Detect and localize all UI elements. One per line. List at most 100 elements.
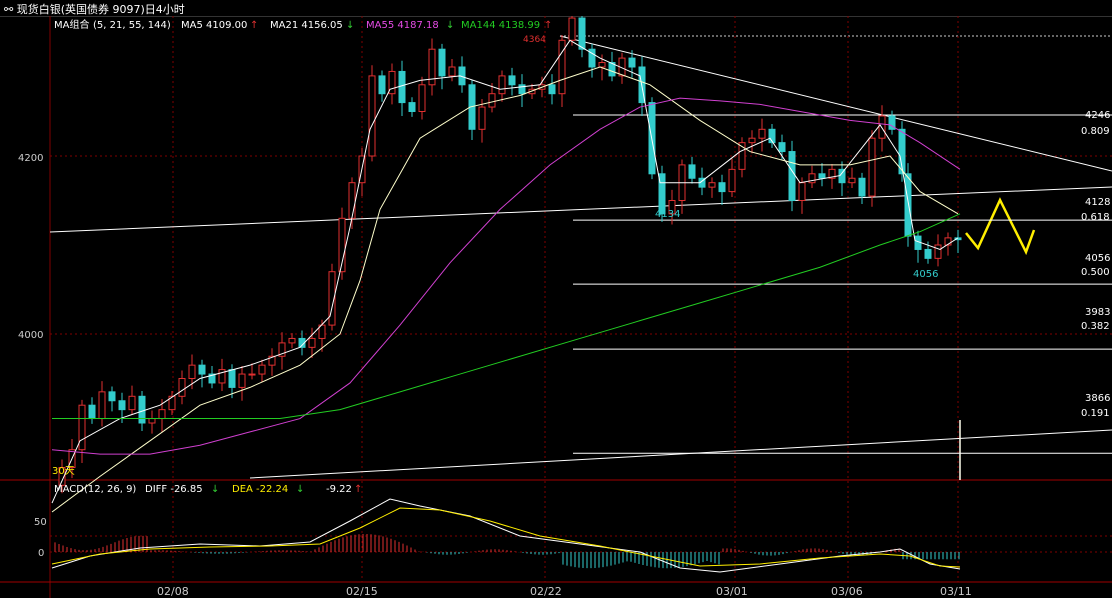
macd-value: -9.22 (326, 484, 352, 495)
candle-body (778, 142, 786, 153)
candle-body (598, 62, 606, 68)
macd-y-tick-50: 50 (34, 517, 47, 528)
fib-price-0382: 3983 (1085, 307, 1110, 318)
ma144-readout: MA144 4138.99 (461, 20, 540, 31)
candle-body (728, 168, 736, 193)
candle-body (198, 364, 206, 375)
ma55-line (51, 97, 961, 455)
candle-body (338, 217, 346, 273)
candle-body (208, 373, 216, 384)
ma55-readout: MA55 4187.18 (366, 20, 439, 31)
candle-body (578, 17, 586, 50)
period-label: 30天 (52, 466, 75, 477)
fib-ratio-0618: 0.618 (1081, 212, 1110, 223)
ma5-arrow: ↑ (250, 20, 258, 31)
candle-body (658, 173, 666, 215)
candle-body (288, 337, 296, 344)
candle-body (924, 248, 932, 259)
candle-body (904, 173, 912, 237)
projection-zigzag (965, 197, 1036, 256)
candle-body (628, 57, 636, 68)
ma144-arrow: ↑ (544, 20, 552, 31)
ma21-readout: MA21 4156.05 (270, 20, 343, 31)
candle-body (428, 48, 436, 86)
fib-price-0191: 3866 (1085, 393, 1110, 404)
candle-body (238, 373, 246, 388)
candle-body (98, 391, 106, 420)
ma55-arrow: ↓ (446, 20, 454, 31)
candle-body (518, 84, 526, 95)
descending-trendline (559, 35, 1112, 172)
candle-body (278, 342, 286, 357)
candle-body (348, 182, 356, 219)
candle-body (738, 142, 746, 170)
candle-body (118, 400, 126, 411)
candle-body (808, 173, 816, 184)
fib-ratio-0382: 0.382 (1081, 321, 1110, 332)
ma-lines (51, 39, 961, 513)
candle-body (898, 128, 906, 175)
support-trendline (49, 186, 1112, 233)
candle-body (138, 395, 146, 424)
candle-body (548, 84, 556, 95)
peak-label: 4364 (523, 35, 546, 45)
candle-body (768, 128, 776, 144)
x-label-0301: 03/01 (716, 585, 748, 598)
candle-body (228, 369, 236, 388)
chart-canvas: MA组合 (5, 21, 55, 144) MA5 4109.00 ↑ MA21… (0, 16, 1112, 598)
candle-body (108, 391, 116, 402)
x-label-0215: 02/15 (346, 585, 378, 598)
candle-body (188, 364, 196, 379)
candle-body (508, 75, 516, 86)
candle-body (944, 237, 952, 246)
diff-label: DIFF -26.85 (145, 484, 203, 495)
low-label-2: 4056 (913, 269, 938, 280)
candle-body (588, 48, 596, 68)
candle-body (828, 168, 836, 179)
trend-lines (49, 35, 1112, 480)
candle-body (788, 151, 796, 202)
candle-body (718, 182, 726, 193)
ma144-line (52, 213, 961, 420)
x-label-0222: 02/22 (530, 585, 562, 598)
candle-body (158, 409, 166, 420)
candle-body (798, 182, 806, 201)
ma5-line (51, 39, 959, 504)
indicator-params: (5, 21, 55, 144) (93, 20, 171, 31)
dea-line (51, 507, 961, 568)
macd-y-tick-0: 0 (38, 548, 44, 559)
x-label-0311: 03/11 (940, 585, 972, 598)
candle-body (488, 93, 496, 108)
candle-body (378, 75, 386, 95)
diff-line (51, 498, 961, 573)
fib-price-0618: 4128 (1085, 197, 1110, 208)
candle-body (498, 75, 506, 95)
candle-body (168, 395, 176, 411)
fib-lines (573, 114, 1112, 454)
candle-body (218, 369, 226, 384)
macd-arrow: ↑ (354, 484, 362, 495)
window-title-text: 现货白银(英国债券 9097)日4小时 (16, 3, 185, 16)
candle-body (78, 404, 86, 451)
x-label-0208: 02/08 (157, 585, 189, 598)
candle-body (408, 102, 416, 112)
candle-body (568, 17, 576, 41)
candle-body (888, 115, 896, 130)
candle-body (848, 177, 856, 184)
ma21-arrow: ↓ (346, 20, 354, 31)
y-tick-4000: 4000 (18, 330, 43, 341)
candle-body (248, 373, 256, 376)
candle-body (148, 418, 156, 424)
candle-body (478, 106, 486, 130)
candle-body (328, 271, 336, 326)
fib-ratio-0809: 0.809 (1081, 126, 1110, 137)
candle-body (868, 137, 876, 197)
candle-body (708, 182, 716, 188)
low-label-1: 4134 (655, 209, 680, 220)
candle-body (128, 395, 136, 411)
fib-price-0809: 4246 (1085, 110, 1110, 121)
diff-arrow: ↓ (211, 484, 219, 495)
candle-body (368, 75, 376, 157)
macd-name: MACD (54, 484, 84, 495)
panel-frames (0, 16, 1112, 598)
